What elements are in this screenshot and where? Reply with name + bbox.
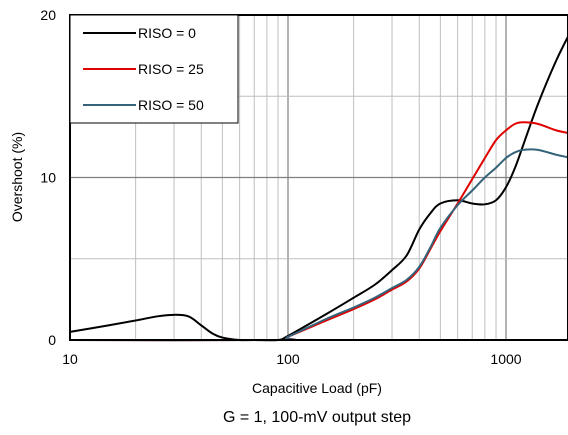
x-tick-label: 10: [62, 351, 78, 367]
legend-label-3: RISO = 50: [138, 97, 204, 113]
y-axis-title: Overshoot (%): [9, 132, 25, 222]
legend: RISO = 0 RISO = 25 RISO = 50: [69, 14, 239, 124]
grid: [69, 15, 568, 340]
x-tick-label: 1000: [490, 351, 521, 367]
legend-label-2: RISO = 25: [138, 61, 204, 77]
legend-label-1: RISO = 0: [138, 25, 196, 41]
x-tick-label: 100: [276, 351, 300, 367]
series-lines: [69, 34, 568, 342]
tick-labels: 10 100 1000 0 10 20: [40, 7, 521, 367]
y-tick-label: 10: [40, 170, 56, 186]
series-line-1: [69, 34, 568, 342]
plot-frame: [69, 14, 568, 341]
x-axis-title: Capacitive Load (pF): [252, 380, 382, 396]
y-tick-label: 0: [48, 332, 56, 348]
legend-items: RISO = 0 RISO = 25 RISO = 50: [83, 25, 204, 113]
y-tick-label: 20: [40, 7, 56, 23]
series-line-3: [69, 148, 568, 342]
series-line-2: [69, 121, 568, 342]
chart-caption: G = 1, 100-mV output step: [223, 409, 411, 426]
